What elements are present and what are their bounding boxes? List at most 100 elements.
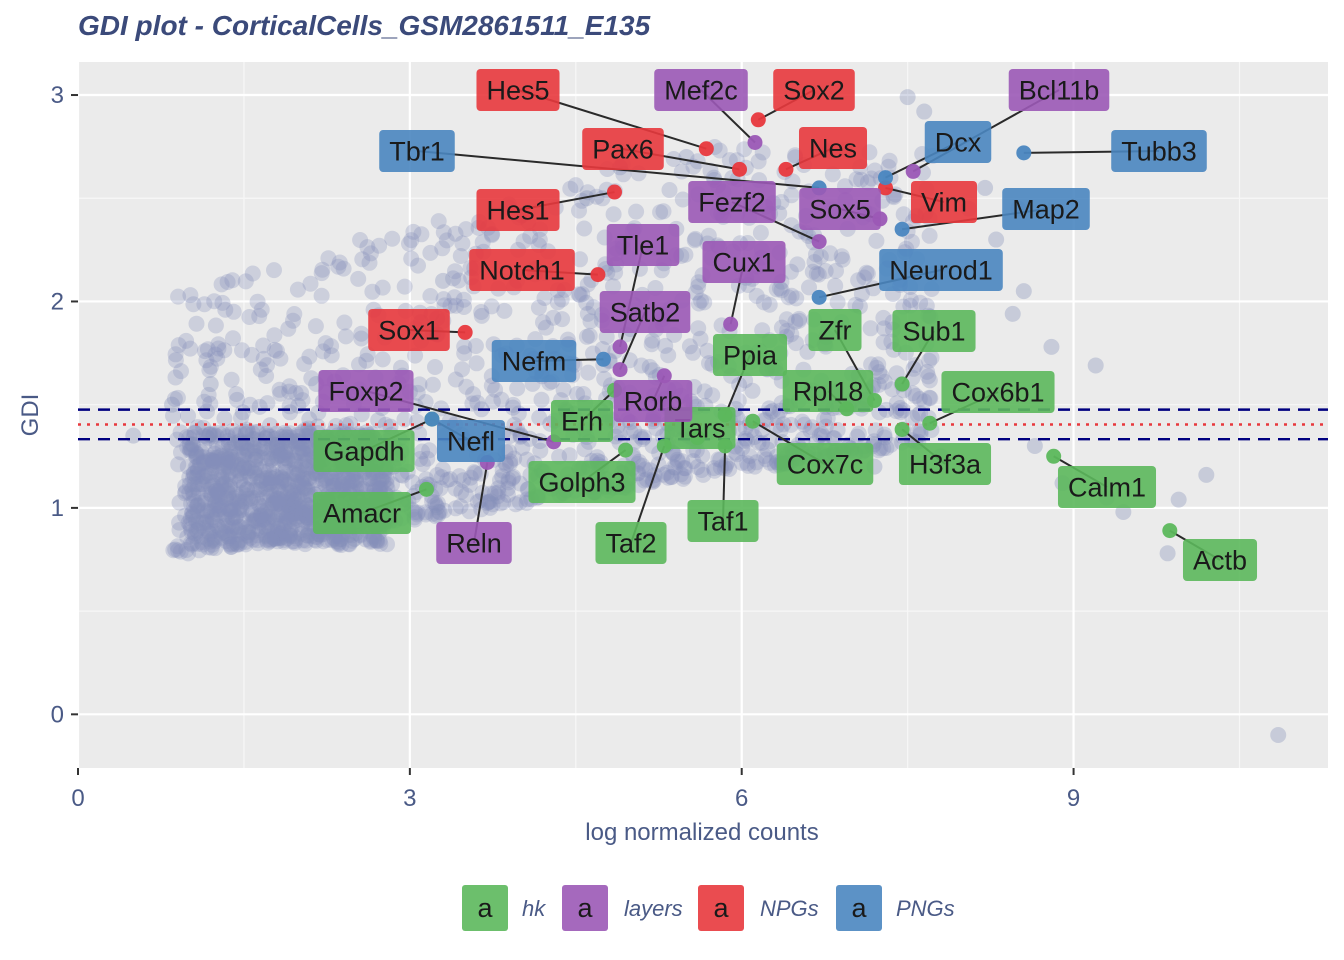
- background-point: [240, 442, 257, 459]
- background-point: [186, 469, 203, 486]
- gene-label: Gapdh: [313, 430, 415, 472]
- gene-label-text: H3f3a: [909, 450, 982, 480]
- background-point: [787, 313, 804, 330]
- background-point: [1004, 305, 1021, 322]
- background-point: [185, 507, 202, 524]
- background-point: [473, 307, 490, 324]
- background-point: [574, 286, 591, 303]
- background-point: [297, 495, 313, 512]
- background-point: [294, 424, 311, 441]
- background-point: [321, 478, 338, 495]
- background-point: [186, 493, 203, 510]
- background-point: [409, 504, 426, 521]
- gene-label: Nefm: [491, 340, 577, 382]
- background-point: [789, 256, 806, 273]
- background-point: [209, 449, 226, 466]
- background-point: [771, 280, 788, 297]
- background-point: [183, 441, 200, 458]
- background-point: [212, 497, 229, 514]
- background-point: [430, 507, 446, 524]
- background-point: [314, 473, 331, 490]
- background-point: [244, 524, 261, 541]
- background-point: [759, 441, 776, 458]
- background-point: [204, 453, 221, 470]
- background-point: [892, 404, 909, 421]
- background-point: [236, 511, 253, 528]
- background-point: [219, 429, 236, 446]
- background-point: [225, 510, 241, 527]
- background-point: [663, 469, 680, 486]
- point-layers: [811, 234, 827, 250]
- background-point: [216, 517, 233, 534]
- background-point: [240, 519, 257, 536]
- background-point: [657, 337, 674, 354]
- background-point: [293, 440, 310, 457]
- background-point: [266, 509, 283, 526]
- background-point: [263, 531, 280, 548]
- background-point: [270, 447, 286, 464]
- background-point: [267, 492, 284, 509]
- background-point: [447, 500, 464, 517]
- background-point: [294, 505, 311, 522]
- background-point: [199, 341, 216, 358]
- background-point: [188, 522, 205, 538]
- background-point: [289, 444, 306, 461]
- background-point: [251, 398, 268, 415]
- background-point: [247, 451, 264, 468]
- background-point: [850, 425, 867, 442]
- background-point: [804, 263, 821, 280]
- background-point: [685, 453, 702, 470]
- background-point: [202, 485, 219, 502]
- background-point: [422, 244, 439, 261]
- background-point: [185, 487, 202, 504]
- background-point: [209, 518, 226, 535]
- background-point: [214, 471, 231, 488]
- background-point: [278, 510, 295, 527]
- background-point: [294, 532, 311, 549]
- background-point: [681, 338, 698, 355]
- background-point: [229, 462, 246, 479]
- background-point: [204, 456, 221, 473]
- background-point: [628, 203, 645, 220]
- background-point: [206, 453, 222, 469]
- background-point: [493, 391, 510, 408]
- gene-label-text: Zfr: [819, 316, 852, 346]
- background-point: [239, 463, 256, 480]
- background-point: [888, 395, 905, 412]
- background-point: [195, 453, 212, 470]
- background-point: [195, 511, 212, 528]
- gene-label-text: Map2: [1012, 195, 1080, 225]
- background-point: [452, 498, 469, 515]
- background-point: [199, 403, 215, 420]
- background-point: [187, 459, 204, 475]
- background-point: [209, 486, 226, 503]
- background-point: [569, 386, 586, 402]
- legend-label: hk: [522, 896, 546, 921]
- background-point: [165, 542, 182, 559]
- gene-label-box: [1111, 130, 1207, 172]
- gene-label: Ppia: [712, 334, 788, 376]
- background-point: [764, 402, 781, 419]
- background-point: [245, 437, 262, 453]
- background-point: [273, 524, 289, 541]
- background-point: [210, 501, 227, 518]
- background-point: [211, 497, 227, 514]
- y-axis-label: GDI: [17, 394, 44, 437]
- background-point: [236, 493, 253, 510]
- background-point: [276, 471, 293, 488]
- background-point: [279, 429, 295, 446]
- background-point: [324, 532, 341, 549]
- background-point: [258, 520, 275, 536]
- background-point: [330, 534, 347, 551]
- background-point: [384, 476, 400, 493]
- background-point: [300, 441, 317, 458]
- background-point: [231, 488, 248, 505]
- background-point: [562, 180, 579, 197]
- background-point: [575, 386, 592, 402]
- background-point: [219, 482, 235, 499]
- background-point: [223, 439, 240, 456]
- background-point: [188, 315, 205, 332]
- background-point: [190, 520, 207, 537]
- background-point: [371, 237, 388, 254]
- background-point: [652, 204, 669, 221]
